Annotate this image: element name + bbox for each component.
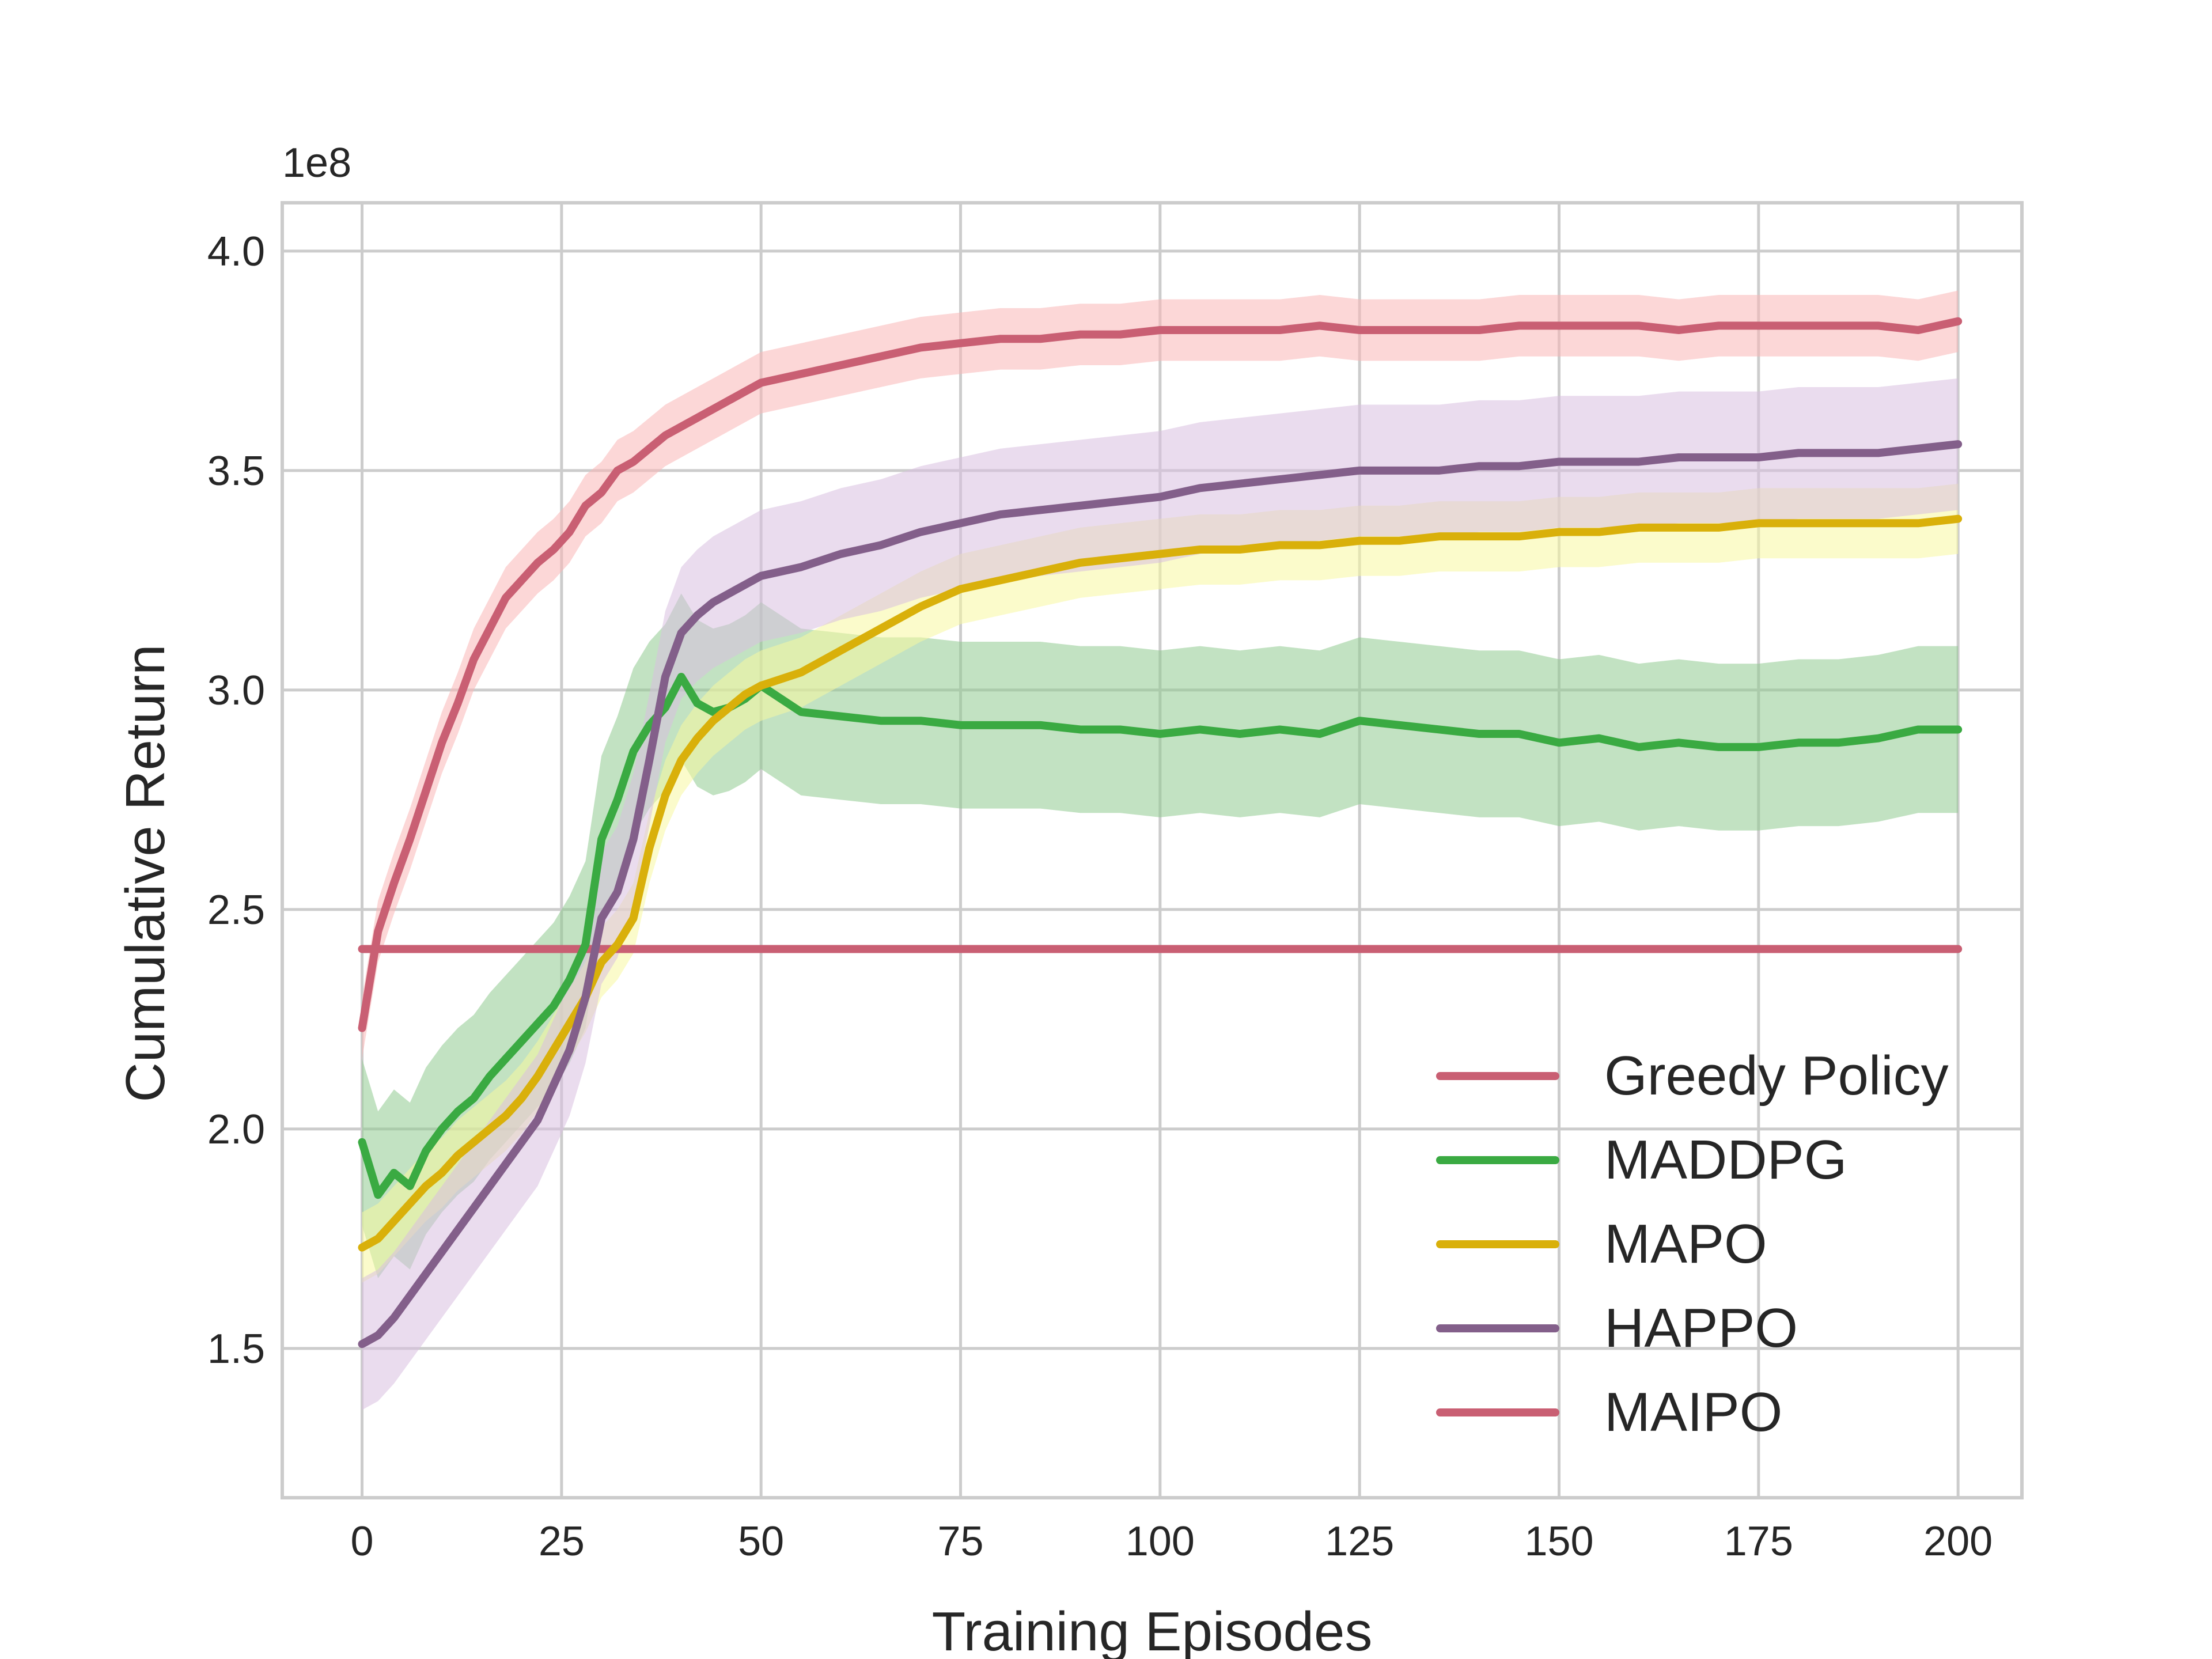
y-tick-label: 3.0 <box>207 668 265 714</box>
band-maddpg <box>362 593 1959 1278</box>
x-tick-label: 25 <box>539 1518 585 1565</box>
legend-label-happo: HAPPO <box>1604 1297 1798 1359</box>
series-line-mapo <box>358 514 1963 1252</box>
legend: Greedy Policy MADDPG MAPO HAPPO MAIPO <box>1436 1045 1949 1443</box>
y-tick-label: 3.5 <box>207 448 265 494</box>
legend-label-maddpg: MADDPG <box>1604 1129 1847 1191</box>
y-axis-ticks: 1.5 2.0 2.5 3.0 3.5 4.0 <box>207 229 265 1372</box>
x-axis-ticks: 0 25 50 75 100 125 150 175 200 <box>351 1518 1993 1565</box>
y-axis-multiplier: 1e8 <box>282 140 351 186</box>
band-happo <box>362 378 1959 1410</box>
plot-frame <box>281 201 2024 1499</box>
x-tick-label: 150 <box>1524 1518 1593 1565</box>
y-tick-label: 1.5 <box>207 1326 265 1372</box>
y-tick-label: 2.5 <box>207 887 265 933</box>
y-axis-label: Cumulative Return <box>115 645 176 1103</box>
series-line-happo <box>358 440 1963 1349</box>
legend-label-maipo: MAIPO <box>1604 1381 1782 1443</box>
series-lines <box>358 317 1963 1349</box>
x-tick-label: 100 <box>1126 1518 1195 1565</box>
x-tick-label: 125 <box>1325 1518 1394 1565</box>
legend-label-greedy-policy: Greedy Policy <box>1604 1045 1949 1107</box>
x-tick-label: 50 <box>738 1518 784 1565</box>
y-tick-label: 4.0 <box>207 229 265 275</box>
series-line-maddpg <box>358 672 1963 1199</box>
x-tick-label: 175 <box>1724 1518 1793 1565</box>
x-tick-label: 75 <box>937 1518 983 1565</box>
y-tick-label: 2.0 <box>207 1107 265 1153</box>
x-tick-label: 0 <box>351 1518 374 1565</box>
x-tick-label: 200 <box>1923 1518 1993 1565</box>
x-axis-label: Training Episodes <box>932 1601 1373 1659</box>
legend-label-mapo: MAPO <box>1604 1213 1767 1275</box>
series-line-maipo <box>358 317 1963 1032</box>
